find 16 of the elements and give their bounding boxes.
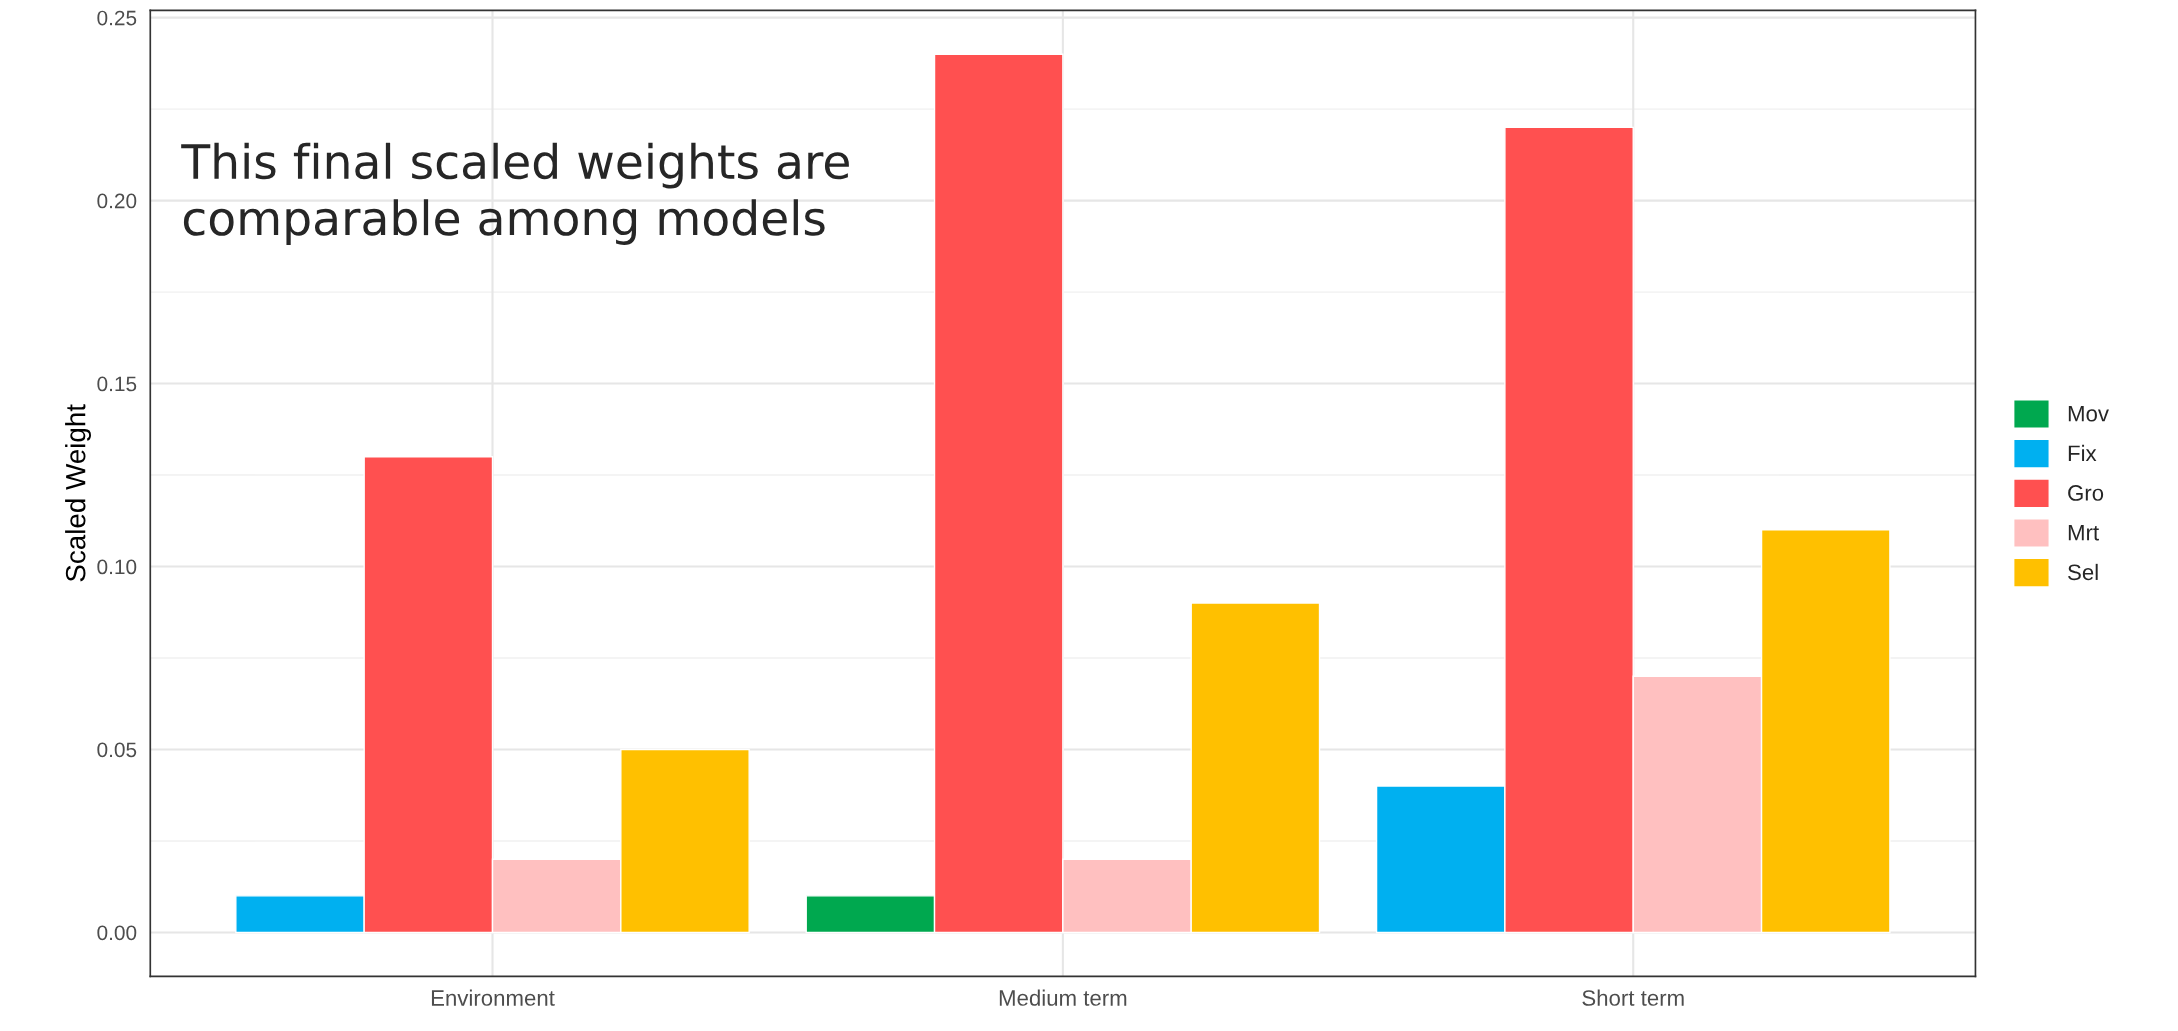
y-tick-label: 0.10	[97, 559, 137, 575]
y-axis-title: Scaled Weight	[65, 404, 91, 582]
y-tick-label: 0.20	[97, 193, 137, 209]
x-tick-label: Short term	[1582, 989, 1684, 1006]
legend-label: Mrt	[2068, 524, 2099, 541]
legend-label: Fix	[2068, 444, 2097, 461]
x-tick-label: Medium term	[999, 989, 1127, 1006]
y-tick-label: 0.25	[97, 10, 137, 26]
y-tick-label: 0.05	[97, 742, 137, 758]
legend-label: Sel	[2068, 563, 2098, 581]
x-tick-label: Environment	[431, 989, 555, 1006]
y-tick-label: 0.00	[97, 925, 137, 941]
legend-label: Mov	[2068, 405, 2109, 422]
y-tick-label: 0.15	[97, 376, 137, 392]
annotation: This final scaled weights are comparable among models	[181, 142, 849, 245]
legend-label: Gro	[2068, 485, 2104, 501]
